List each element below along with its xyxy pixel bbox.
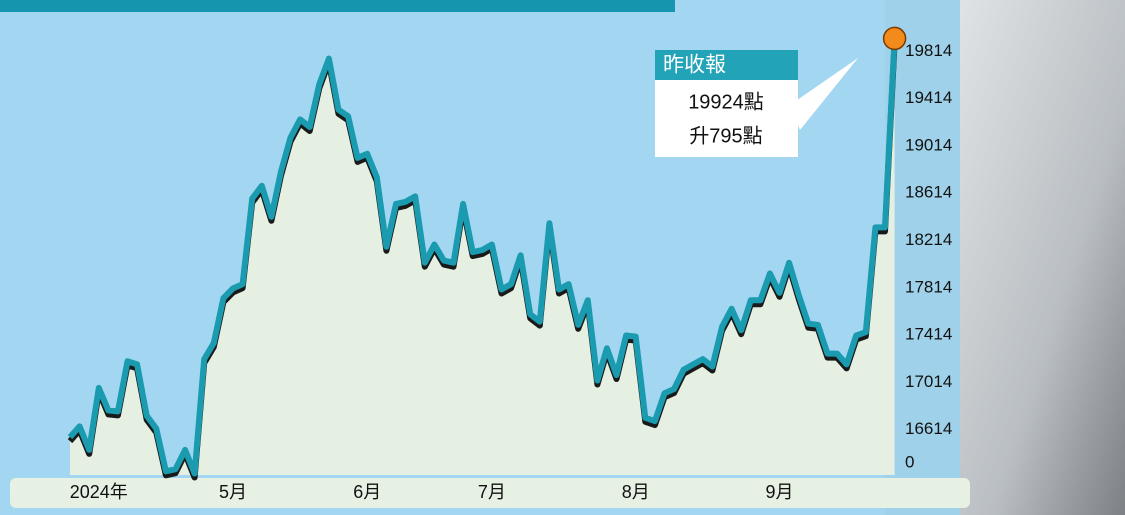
top-bar [0,0,675,12]
y-tick-label: 19014 [905,135,952,154]
y-tick-label: 17814 [905,277,952,296]
photo-backdrop [960,0,1125,515]
y-tick-label: 16614 [905,419,952,438]
x-tick-label: 2024年 [70,482,128,502]
annotation-title: 昨收報 [663,54,726,77]
annotation-line: 升795點 [689,124,762,147]
y-tick-label: 17414 [905,325,952,344]
y-tick-label: 0 [905,452,914,471]
end-marker [884,27,906,49]
x-tick-label: 9月 [766,482,794,502]
x-tick-label: 7月 [478,482,506,502]
y-tick-label: 17014 [905,372,952,391]
chart: 昨收報 19924點 升795點 0 16614 17014 17414 17814 18… [0,0,1125,515]
x-tick-label: 6月 [353,482,381,502]
x-tick-label: 5月 [219,482,247,502]
x-tick-label: 8月 [622,482,650,502]
y-tick-label: 18614 [905,183,952,202]
y-tick-label: 19814 [905,41,952,60]
y-tick-label: 18214 [905,230,952,249]
annotation-line: 19924點 [688,90,764,113]
y-tick-label: 19414 [905,88,952,107]
